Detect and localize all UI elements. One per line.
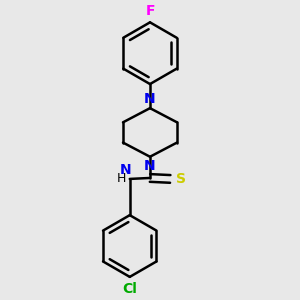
Text: F: F [145, 4, 155, 17]
Text: S: S [176, 172, 186, 186]
Text: N: N [144, 92, 156, 106]
Text: H: H [116, 172, 126, 185]
Text: N: N [144, 159, 156, 173]
Text: Cl: Cl [122, 282, 137, 296]
Text: N: N [120, 163, 132, 177]
